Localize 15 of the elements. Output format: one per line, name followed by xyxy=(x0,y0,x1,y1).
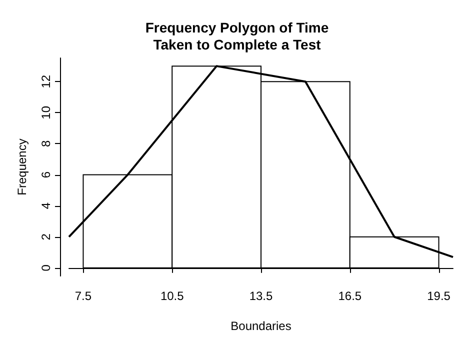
y-tick-label: 8 xyxy=(39,140,53,148)
y-tick-label: 10 xyxy=(39,106,53,120)
y-tick-label: 12 xyxy=(39,74,53,88)
x-tick-label: 13.5 xyxy=(249,289,273,303)
y-tick-label: 0 xyxy=(39,264,53,272)
y-tick-label: 2 xyxy=(39,233,53,240)
y-axis-title: Frequency xyxy=(15,138,29,196)
x-tick-label: 10.5 xyxy=(160,289,184,303)
chart-title: Frequency Polygon of Time Taken to Complete a Test xyxy=(145,20,329,52)
y-tick-label: 4 xyxy=(39,202,53,210)
x-axis-title: Boundaries xyxy=(230,319,292,333)
x-tick-label: 19.5 xyxy=(427,289,451,303)
x-tick-label: 7.5 xyxy=(74,289,92,303)
y-tick-label: 6 xyxy=(39,171,53,178)
x-tick-label: 16.5 xyxy=(338,289,362,303)
